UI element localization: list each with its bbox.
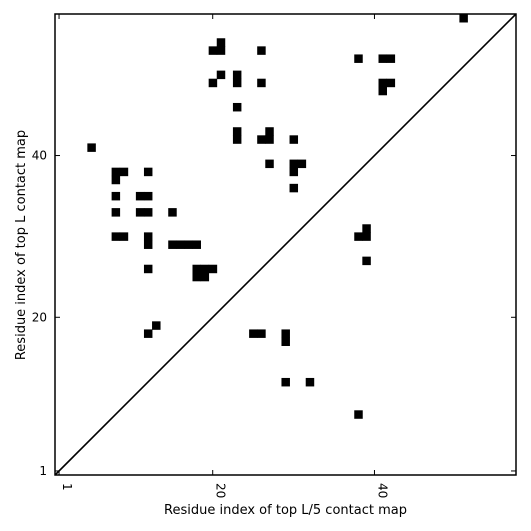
- contact-marker: [135, 191, 145, 201]
- contact-marker: [208, 264, 218, 274]
- contact-marker: [143, 240, 153, 249]
- contact-marker: [362, 232, 371, 241]
- tick-labels: 1 20 40 1 20 40: [32, 149, 390, 499]
- contact-marker: [143, 232, 153, 241]
- contact-marker: [378, 78, 387, 88]
- contact-marker: [111, 232, 121, 241]
- contact-marker: [232, 78, 242, 88]
- plot-frame: [54, 13, 517, 476]
- contact-marker: [111, 175, 121, 185]
- contact-marker: [216, 70, 226, 80]
- contact-marker: [257, 78, 266, 88]
- contact-marker: [176, 240, 185, 249]
- contact-marker: [208, 78, 218, 88]
- contact-marker: [281, 329, 290, 338]
- contact-marker: [232, 102, 242, 112]
- contact-marker: [111, 208, 121, 217]
- x-tick-label: 20: [214, 483, 228, 498]
- contact-marker: [362, 224, 371, 233]
- contact-marker: [208, 46, 218, 55]
- contact-marker: [257, 135, 266, 144]
- y-tick-label: 1: [39, 464, 47, 478]
- contact-marker: [192, 264, 201, 274]
- contact-marker: [216, 46, 226, 55]
- contact-marker: [119, 232, 129, 241]
- contact-marker: [265, 159, 274, 169]
- y-tick-label: 20: [32, 310, 47, 324]
- contact-markers: [87, 14, 468, 419]
- contact-marker: [281, 337, 290, 346]
- contact-marker: [87, 143, 96, 152]
- contact-marker: [354, 410, 363, 419]
- diagonal-line: [54, 13, 517, 476]
- contact-marker: [143, 264, 153, 274]
- contact-marker: [459, 14, 468, 23]
- x-axis-title: Residue index of top L/5 contact map: [164, 503, 407, 518]
- contact-marker: [305, 377, 315, 387]
- contact-marker: [200, 264, 210, 274]
- contact-marker: [362, 256, 371, 266]
- contact-marker: [143, 208, 153, 217]
- contact-marker: [289, 183, 299, 193]
- contact-marker: [289, 135, 299, 144]
- contact-marker: [143, 167, 153, 177]
- contact-marker: [378, 54, 387, 63]
- contact-marker: [232, 127, 242, 136]
- y-axis-title: Residue index of top L contact map: [14, 130, 29, 360]
- contact-marker: [297, 159, 307, 169]
- contact-marker: [168, 240, 177, 249]
- contact-marker: [143, 329, 153, 338]
- x-tick-label: 40: [375, 483, 389, 498]
- contact-marker: [265, 135, 274, 144]
- contact-marker: [200, 272, 210, 282]
- contact-marker: [265, 127, 274, 136]
- contact-marker: [386, 54, 396, 63]
- contact-marker: [111, 191, 121, 201]
- contact-marker: [232, 135, 242, 144]
- contact-marker: [281, 377, 290, 387]
- x-tick-label: 1: [60, 483, 74, 491]
- contact-marker: [192, 272, 201, 282]
- contact-marker: [111, 167, 121, 177]
- contact-marker: [192, 240, 201, 249]
- contact-marker: [249, 329, 258, 338]
- contact-marker: [257, 329, 266, 338]
- axis-ticks: [55, 14, 516, 475]
- contact-marker: [152, 321, 161, 330]
- contact-marker: [289, 167, 299, 177]
- contact-marker: [289, 159, 299, 169]
- contact-marker: [216, 38, 226, 47]
- contact-marker: [119, 167, 129, 177]
- y-tick-label: 40: [32, 149, 47, 163]
- contact-marker: [184, 240, 193, 249]
- contact-marker: [257, 46, 266, 55]
- contact-marker: [354, 232, 363, 241]
- contact-marker: [354, 54, 363, 63]
- contact-marker: [135, 208, 145, 217]
- contact-marker: [232, 70, 242, 80]
- contact-marker: [378, 86, 387, 96]
- contact-marker: [168, 208, 177, 217]
- contact-marker: [386, 78, 396, 88]
- contact-marker: [143, 191, 153, 201]
